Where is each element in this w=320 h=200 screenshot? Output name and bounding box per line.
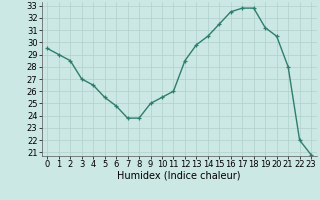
X-axis label: Humidex (Indice chaleur): Humidex (Indice chaleur) [117, 171, 241, 181]
